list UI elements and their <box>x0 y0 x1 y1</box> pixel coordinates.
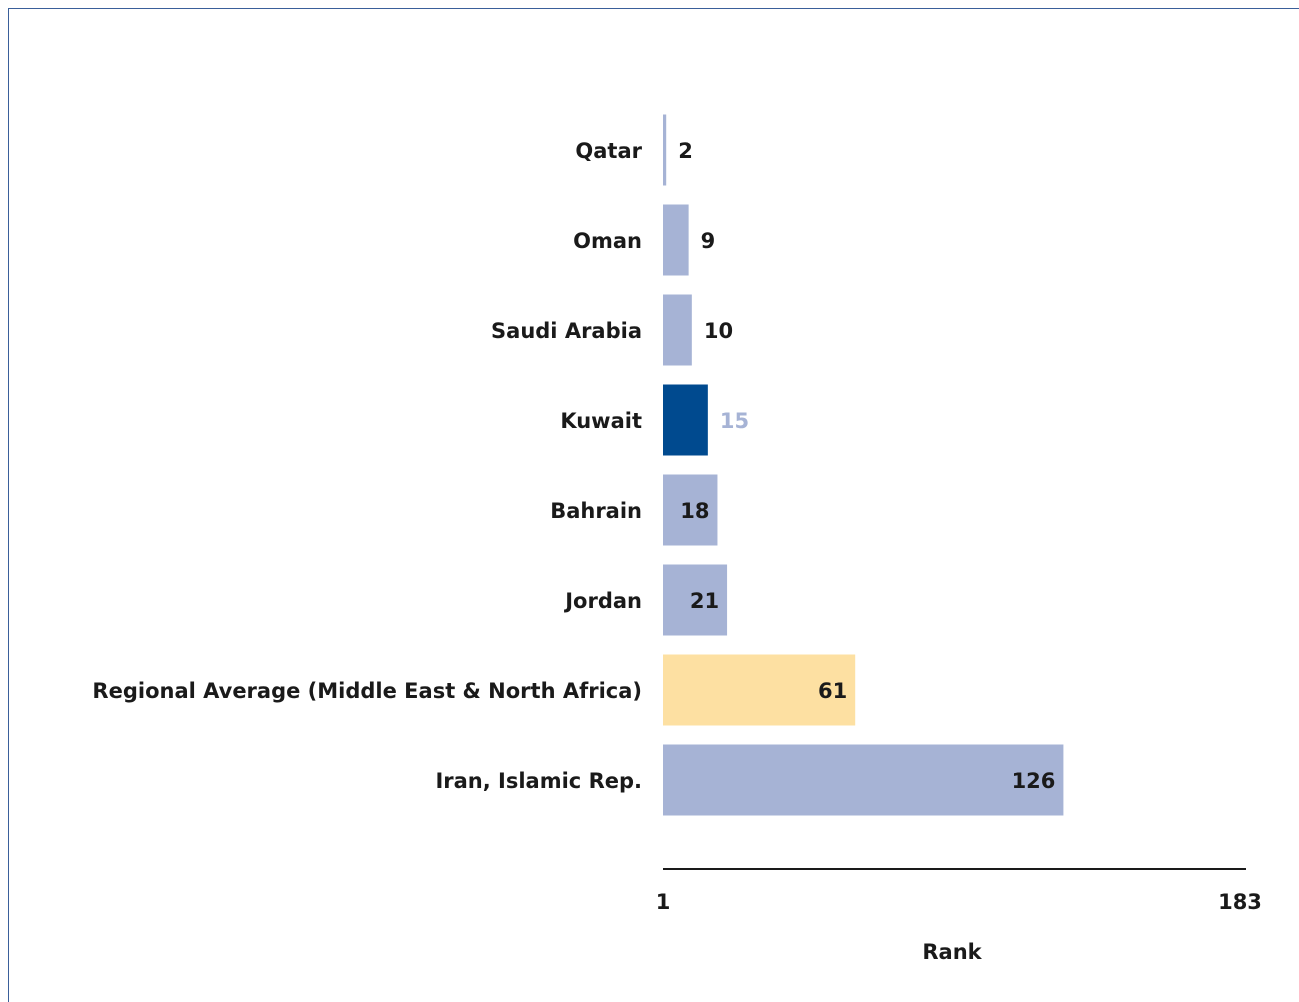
value-label: 2 <box>678 139 693 163</box>
category-label: Bahrain <box>550 499 642 523</box>
bar <box>663 384 708 456</box>
bar <box>663 564 728 636</box>
bar <box>663 744 1064 816</box>
value-label: 18 <box>680 499 709 523</box>
bars-layer: Qatar 2 Oman 9 Saudi Arabia 10 Kuwait 15 Bahrain… <box>92 114 1064 816</box>
value-label: 21 <box>690 589 719 613</box>
bar <box>663 204 689 276</box>
category-label: Regional Average (Middle East & North Af… <box>92 679 642 703</box>
value-label: 61 <box>818 679 847 703</box>
chart-frame <box>8 8 1299 1002</box>
category-label: Qatar <box>575 139 642 163</box>
x-tick-max: 183 <box>1218 890 1262 914</box>
bar <box>663 294 692 366</box>
category-label: Kuwait <box>560 409 642 433</box>
category-label: Oman <box>573 229 642 253</box>
bar <box>663 114 667 186</box>
x-axis-title: Rank <box>922 940 982 964</box>
bar <box>663 654 856 726</box>
value-label: 15 <box>720 409 749 433</box>
value-label: 126 <box>1012 769 1056 793</box>
bar <box>663 474 718 546</box>
category-label: Iran, Islamic Rep. <box>435 769 642 793</box>
category-label: Jordan <box>563 589 642 613</box>
value-label: 10 <box>704 319 733 343</box>
x-tick-min: 1 <box>656 890 671 914</box>
category-label: Saudi Arabia <box>491 319 642 343</box>
value-label: 9 <box>701 229 716 253</box>
